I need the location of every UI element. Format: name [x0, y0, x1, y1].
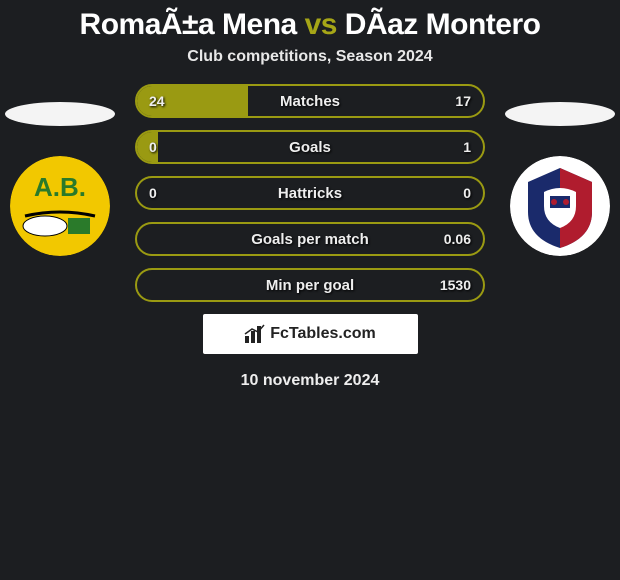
- stat-row: 24Matches17: [135, 84, 485, 118]
- stat-label: Min per goal: [137, 270, 483, 300]
- club-badge-right: [510, 156, 610, 256]
- stats-column: 24Matches170Goals10Hattricks0Goals per m…: [135, 84, 485, 302]
- right-player-column: [500, 84, 620, 256]
- bar-chart-icon: [244, 324, 266, 344]
- subtitle: Club competitions, Season 2024: [0, 48, 620, 84]
- stat-row: Goals per match0.06: [135, 222, 485, 256]
- stat-label: Goals per match: [137, 224, 483, 254]
- vs-separator: vs: [305, 8, 337, 41]
- svg-text:A.B.: A.B.: [34, 172, 86, 202]
- player1-name: RomaÃ±a Mena: [80, 8, 297, 41]
- player2-name: DÃ­az Montero: [345, 8, 541, 41]
- club-badge-left: A.B.: [10, 156, 110, 256]
- stat-row: Min per goal1530: [135, 268, 485, 302]
- club-crest-left-icon: A.B.: [10, 156, 110, 256]
- player-silhouette-left: [5, 102, 115, 126]
- stat-row: 0Goals1: [135, 130, 485, 164]
- stat-label: Hattricks: [137, 178, 483, 208]
- stat-value-right: 0: [463, 178, 471, 208]
- stat-value-right: 0.06: [444, 224, 471, 254]
- club-crest-right-icon: [510, 156, 610, 256]
- comparison-panel: A.B. 24Matches170Goals10Hattricks0Goals …: [0, 84, 620, 302]
- stat-row: 0Hattricks0: [135, 176, 485, 210]
- stat-label: Goals: [137, 132, 483, 162]
- brand-text: FcTables.com: [270, 325, 376, 343]
- stat-value-right: 17: [455, 86, 471, 116]
- player-silhouette-right: [505, 102, 615, 126]
- stat-value-right: 1530: [440, 270, 471, 300]
- date-line: 10 november 2024: [0, 372, 620, 390]
- left-player-column: A.B.: [0, 84, 120, 256]
- stat-value-right: 1: [463, 132, 471, 162]
- stat-label: Matches: [137, 86, 483, 116]
- page-title: RomaÃ±a Mena vs DÃ­az Montero: [0, 0, 620, 48]
- brand-attribution[interactable]: FcTables.com: [203, 314, 418, 354]
